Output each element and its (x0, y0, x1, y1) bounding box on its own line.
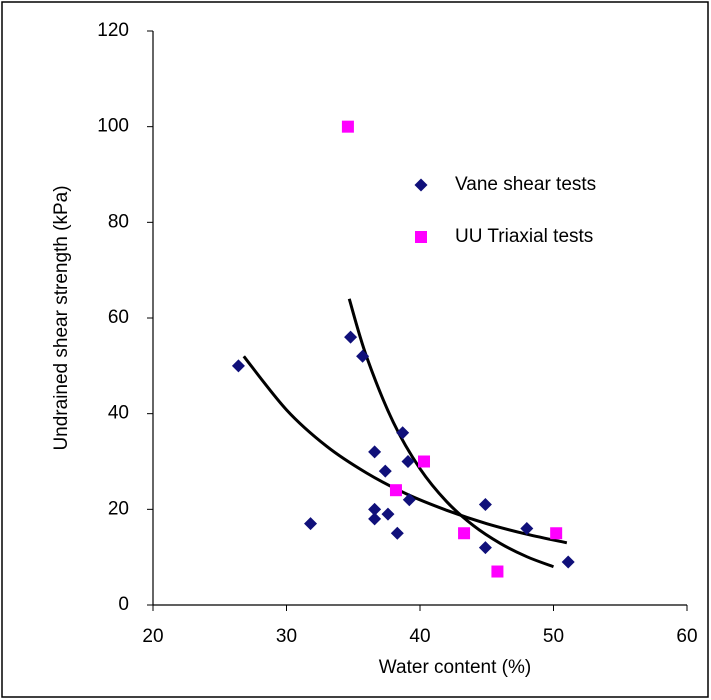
data-point (344, 330, 358, 344)
trendline (347, 298, 555, 569)
data-point (458, 527, 471, 540)
data-point (381, 507, 395, 521)
data-point (401, 455, 415, 468)
legend-label: UU Triaxial tests (455, 226, 593, 247)
y-tick-label: 120 (97, 20, 129, 41)
y-tick-label: 100 (97, 116, 129, 137)
y-tick-label: 20 (108, 498, 129, 519)
x-tick-label: 50 (543, 626, 564, 647)
legend-marker (415, 231, 427, 243)
y-tick-label: 80 (108, 211, 129, 232)
trendline (242, 355, 568, 545)
data-point (231, 359, 245, 373)
data-point (478, 541, 492, 555)
data-point (402, 493, 416, 507)
data-point (368, 502, 382, 516)
data-point (491, 565, 504, 578)
data-point (389, 484, 402, 497)
y-tick-label: 40 (108, 403, 129, 424)
data-point (561, 555, 575, 569)
x-tick-label: 60 (676, 626, 697, 647)
legend-label: Vane shear tests (455, 174, 596, 195)
data-point (520, 521, 534, 535)
x-axis-label: Water content (%) (379, 657, 531, 678)
y-tick-label: 0 (118, 594, 129, 615)
data-point (396, 426, 410, 440)
data-point (418, 455, 431, 468)
legend-marker (414, 178, 428, 192)
data-point (356, 349, 370, 363)
data-point (378, 464, 392, 478)
y-tick-label: 60 (108, 307, 129, 328)
x-tick-label: 20 (142, 626, 163, 647)
data-point (341, 120, 354, 133)
y-axis-label: Undrained shear strength (kPa) (51, 185, 72, 450)
data-point (368, 512, 382, 526)
x-tick-label: 30 (276, 626, 297, 647)
data-point (550, 527, 563, 540)
data-point (390, 526, 404, 540)
data-point (478, 498, 492, 512)
x-tick-label: 40 (409, 626, 430, 647)
data-point (304, 517, 318, 531)
data-point (368, 445, 382, 459)
